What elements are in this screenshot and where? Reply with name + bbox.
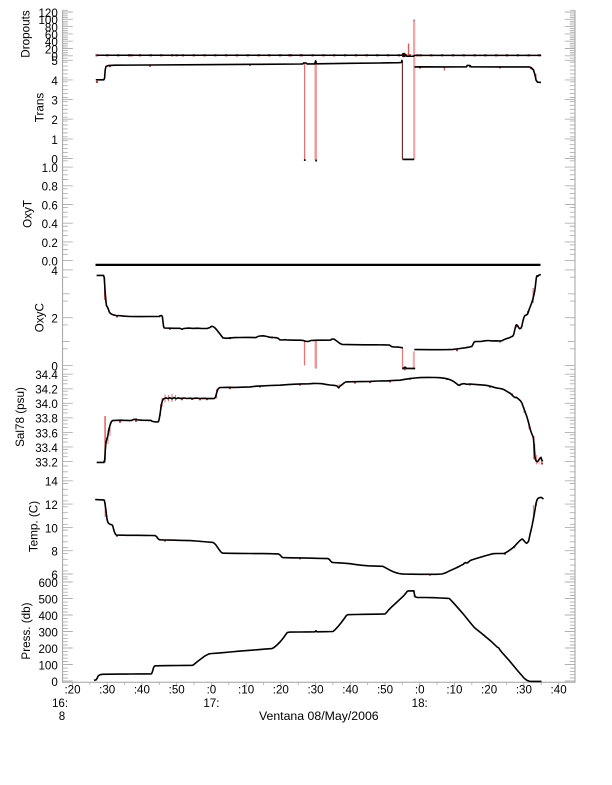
svg-text::20: :20 [481,684,497,697]
svg-text:0: 0 [51,360,57,373]
svg-text::40: :40 [134,684,150,697]
svg-text:4: 4 [51,75,58,88]
svg-text:12: 12 [45,499,58,512]
svg-text:16:: 16: [52,697,68,710]
svg-text::10: :10 [238,684,254,697]
svg-text::10: :10 [446,684,462,697]
svg-text:Press. (db): Press. (db) [20,602,33,659]
svg-text:10: 10 [45,522,58,535]
svg-text:33.6: 33.6 [35,427,58,440]
svg-text::30: :30 [307,684,323,697]
svg-text:OxyC: OxyC [34,303,47,332]
svg-text:8: 8 [51,546,57,559]
svg-text:33.4: 33.4 [35,442,58,455]
svg-text::0: :0 [415,684,425,697]
svg-text:6: 6 [51,569,57,582]
svg-text:Dropouts: Dropouts [20,10,33,58]
svg-text:14: 14 [45,476,58,489]
svg-text:OxyT: OxyT [22,200,35,228]
svg-text::30: :30 [516,684,532,697]
svg-text:Sal78 (psu): Sal78 (psu) [14,387,27,447]
svg-text:34.2: 34.2 [35,384,58,397]
svg-text:120: 120 [38,7,57,20]
svg-text:500: 500 [38,593,57,606]
svg-text:0.0: 0.0 [42,256,58,269]
svg-text:0.8: 0.8 [42,181,58,194]
svg-text:33.2: 33.2 [35,456,58,469]
svg-text::50: :50 [169,684,185,697]
svg-text:0.2: 0.2 [42,237,58,250]
svg-text:0: 0 [51,51,57,64]
svg-text:34.4: 34.4 [35,369,58,382]
svg-text:0.4: 0.4 [42,218,59,231]
svg-text::0: :0 [207,684,217,697]
svg-text:18:: 18: [412,697,428,710]
svg-text::50: :50 [377,684,393,697]
svg-text:1.0: 1.0 [42,162,58,175]
svg-text:300: 300 [38,626,57,639]
svg-text:33.8: 33.8 [35,413,58,426]
svg-text:100: 100 [38,14,57,27]
svg-text::40: :40 [342,684,358,697]
svg-text::40: :40 [551,684,567,697]
svg-text:200: 200 [38,643,57,656]
svg-text:0.6: 0.6 [42,199,58,212]
svg-text:Ventana 08/May/2006: Ventana 08/May/2006 [259,709,379,723]
svg-text::30: :30 [99,684,115,697]
svg-text:80: 80 [45,22,58,35]
svg-text::20: :20 [64,684,80,697]
svg-text:8: 8 [59,710,65,723]
svg-text:20: 20 [45,43,58,56]
svg-text:3: 3 [51,95,57,108]
svg-text:0: 0 [51,676,57,689]
svg-text::20: :20 [273,684,289,697]
svg-text:Trans: Trans [34,93,47,123]
svg-text:1: 1 [51,134,57,147]
svg-text:100: 100 [38,659,57,672]
svg-text:40: 40 [45,36,58,49]
svg-text:Temp. (C): Temp. (C) [28,501,41,552]
svg-text:5: 5 [51,55,57,68]
svg-text:400: 400 [38,610,57,623]
svg-text:17:: 17: [203,697,219,710]
svg-text:4: 4 [51,265,58,278]
svg-text:34.0: 34.0 [35,398,58,411]
svg-text:600: 600 [38,577,57,590]
svg-text:2: 2 [51,114,57,127]
svg-text:2: 2 [51,313,57,326]
svg-text:0: 0 [51,153,57,166]
svg-text:60: 60 [45,29,58,42]
